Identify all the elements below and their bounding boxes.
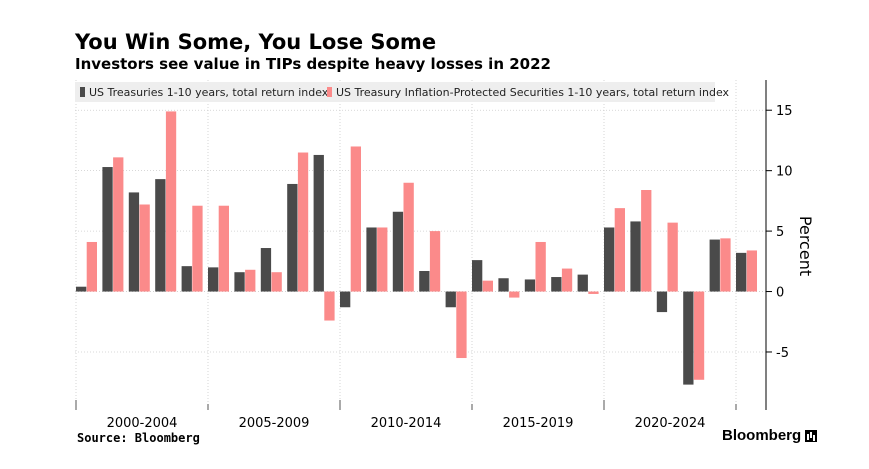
chart-title: You Win Some, You Lose Some (75, 30, 437, 54)
bar-treasuries (445, 291, 456, 308)
bar-treasuries (128, 192, 140, 292)
y-tick-label: -5 (776, 346, 789, 361)
legend-swatch-treasuries (80, 87, 85, 97)
bar-tips (403, 182, 414, 292)
grid-layer (75, 80, 766, 410)
bar-treasuries (498, 278, 509, 292)
bar-tips (297, 152, 309, 292)
x-category-label: 2000-2004 (107, 416, 178, 431)
chart-subtitle: Investors see value in TIPs despite heav… (75, 55, 551, 73)
bar-tips (693, 291, 705, 380)
brand-name: Bloomberg (722, 427, 802, 444)
bar-treasuries (604, 227, 615, 292)
bar-treasuries (683, 291, 694, 385)
legend-swatch-tips (327, 87, 332, 97)
x-category-label: 2005-2009 (239, 416, 310, 431)
bar-tips (245, 269, 256, 292)
bar-treasuries (76, 286, 87, 292)
bar-tips (535, 241, 546, 292)
bar-treasuries (419, 270, 430, 292)
source-note: Source: Bloomberg (77, 431, 200, 445)
bar-tips (641, 190, 652, 292)
bar-treasuries (313, 154, 324, 292)
x-category-label: 2010-2014 (371, 416, 442, 431)
bar-treasuries (102, 167, 113, 292)
bar-treasuries (656, 291, 668, 313)
bar-tips (720, 238, 731, 292)
legend-label-treasuries: US Treasuries 1-10 years, total return i… (89, 86, 329, 99)
bar-treasuries (736, 252, 747, 292)
y-tick-label: 5 (776, 225, 784, 240)
bar-treasuries (577, 274, 588, 292)
bar-tips (456, 291, 467, 359)
y-axis-label: Percent (796, 216, 815, 276)
bar-treasuries (551, 277, 562, 292)
bar-tips (588, 291, 599, 294)
bar-treasuries (340, 291, 351, 308)
bars-layer (76, 111, 757, 385)
bar-treasuries (709, 239, 720, 292)
bar-tips (429, 231, 441, 292)
bar-tips (271, 272, 282, 292)
bar-tips (324, 291, 335, 321)
bar-tips (86, 241, 97, 292)
y-tick-label: 10 (776, 165, 793, 180)
bar-treasuries (472, 260, 483, 292)
y-tick-label: 0 (776, 286, 784, 301)
legend-label-tips: US Treasury Inflation-Protected Securiti… (336, 86, 730, 99)
bar-treasuries (287, 183, 298, 292)
y-tick-layer: -5 0 5 10 15 (766, 104, 793, 361)
bar-treasuries (524, 279, 536, 292)
bloomberg-chart-icon (805, 429, 818, 442)
bar-tips (192, 205, 203, 292)
bar-treasuries (392, 211, 404, 292)
x-category-label: 2015-2019 (503, 416, 574, 431)
bloomberg-logo: Bloomberg (722, 427, 818, 444)
bar-tips (482, 280, 493, 292)
bar-tips (350, 146, 361, 292)
bar-tips (113, 157, 124, 292)
bar-treasuries (234, 272, 245, 292)
bar-treasuries (181, 266, 192, 292)
bar-tips (509, 291, 520, 298)
bar-treasuries (366, 227, 377, 292)
bar-tips (614, 208, 625, 292)
bar-treasuries (155, 179, 166, 292)
bar-tips (377, 227, 388, 292)
legend-background (75, 82, 715, 102)
bar-tips (561, 268, 573, 292)
category-label-layer: 2000-2004 2005-2009 2010-2014 2015-2019 2020… (107, 416, 706, 431)
bar-treasuries (208, 267, 219, 292)
bar-tips (139, 204, 150, 292)
bar-treasuries (260, 248, 272, 292)
x-category-label: 2020-2024 (635, 416, 706, 431)
bar-tips (667, 222, 678, 292)
bar-tips (165, 111, 177, 292)
bar-tips (218, 205, 229, 292)
y-tick-label: 15 (776, 104, 793, 119)
bar-treasuries (630, 221, 641, 292)
bar-tips (746, 250, 757, 292)
